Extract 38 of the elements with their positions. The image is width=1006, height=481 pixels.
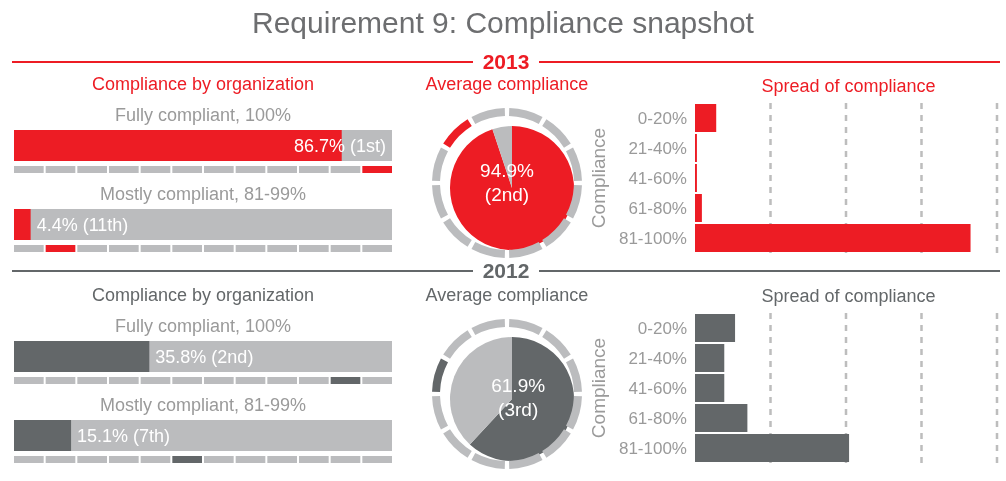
- y-axis-title: Compliance: [587, 337, 609, 439]
- bar: [695, 104, 717, 132]
- chart-title: Compliance by organization: [90, 285, 316, 306]
- data-label: 4.4% (11th): [36, 214, 129, 235]
- chart-title: Average compliance: [424, 285, 590, 306]
- y-axis-title: Compliance: [587, 127, 609, 229]
- data-label: 35.8% (2nd): [155, 346, 254, 367]
- text: 2012: [481, 259, 531, 283]
- y-tick-label: 81-100%: [618, 229, 687, 249]
- y-tick-label: 61-80%: [628, 409, 687, 429]
- chart-title: Average compliance: [424, 74, 590, 95]
- y-tick-label: 21-40%: [628, 349, 687, 369]
- chart-title: Spread of compliance: [760, 286, 937, 307]
- bar: [695, 224, 971, 252]
- y-tick-label: 81-100%: [618, 439, 687, 459]
- data-label: 15.1% (7th): [77, 425, 171, 446]
- y-tick-label: 0-20%: [637, 319, 687, 339]
- category-label: Fully compliant, 100%: [114, 316, 292, 336]
- bar: [695, 314, 736, 342]
- chart-title: Compliance by organization: [90, 74, 316, 95]
- category-label: Mostly compliant, 81-99%: [99, 184, 307, 204]
- category-label: Mostly compliant, 81-99%: [99, 395, 307, 415]
- chart-title: Spread of compliance: [760, 76, 937, 97]
- bar: [695, 344, 725, 372]
- bar: [695, 194, 702, 222]
- pie-slice: [450, 126, 574, 250]
- bar: [695, 434, 850, 462]
- text: 2013: [481, 50, 531, 74]
- y-tick-label: 21-40%: [628, 139, 687, 159]
- y-tick-label: 41-60%: [628, 379, 687, 399]
- y-tick-label: 0-20%: [637, 109, 687, 129]
- bar: [695, 374, 725, 402]
- y-tick-label: 41-60%: [628, 169, 687, 189]
- text: Requirement 9: Compliance snapshot: [251, 6, 755, 40]
- category-label: Fully compliant, 100%: [114, 105, 292, 125]
- bar: [695, 404, 748, 432]
- pie-slice: [469, 337, 574, 461]
- y-tick-label: 61-80%: [628, 199, 687, 219]
